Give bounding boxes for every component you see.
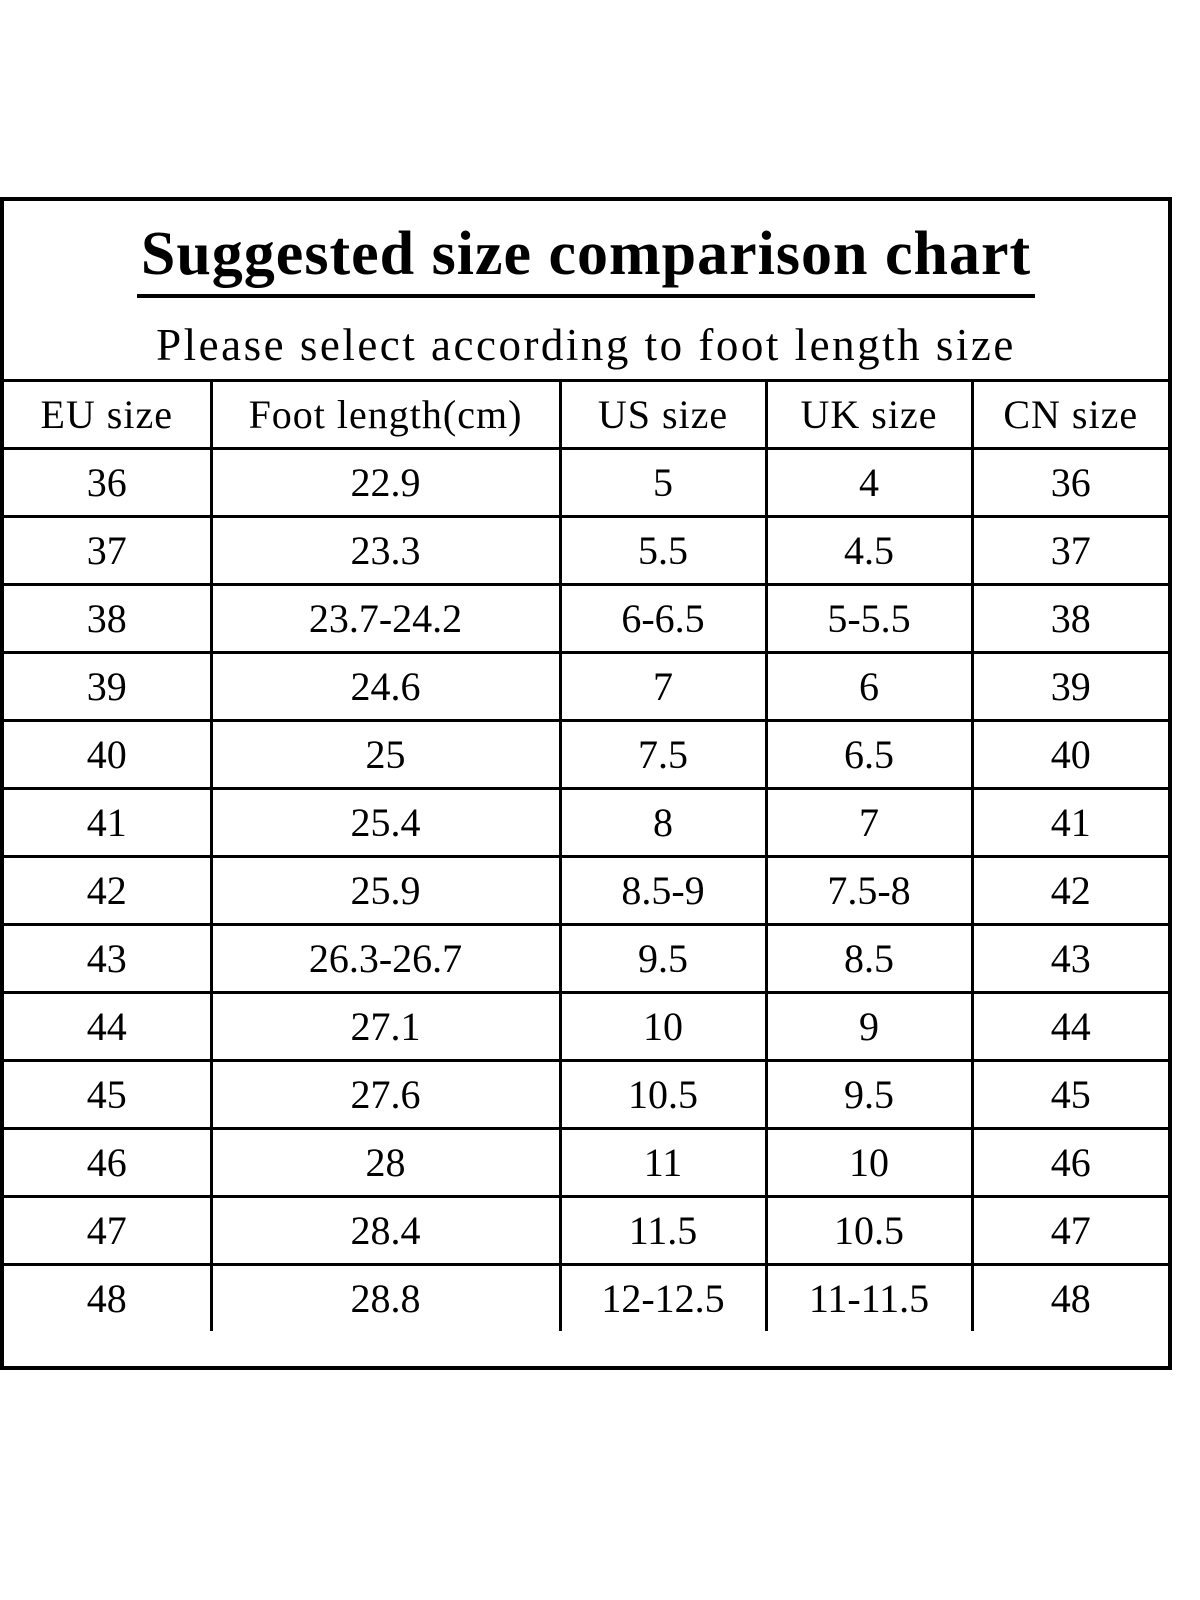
cell-us-size: 10.5 xyxy=(558,1059,768,1130)
cell-us-size: 12-12.5 xyxy=(558,1263,768,1331)
cell-cn-size: 46 xyxy=(970,1127,1168,1198)
cell-us-size: 10 xyxy=(558,991,768,1062)
cell-uk-size: 7 xyxy=(764,787,974,858)
cell-eu-size: 48 xyxy=(4,1263,213,1331)
cell-eu-size: 47 xyxy=(4,1195,213,1266)
header-uk-size: UK size xyxy=(764,382,974,449)
subtitle: Please select according to foot length s… xyxy=(156,320,1016,370)
cell-cn-size: 37 xyxy=(970,515,1168,586)
header-us-size: US size xyxy=(558,382,768,449)
cell-eu-size: 41 xyxy=(4,787,213,858)
cell-eu-size: 40 xyxy=(4,719,213,790)
cell-cn-size: 45 xyxy=(970,1059,1168,1130)
table-row: 37 23.3 5.5 4.5 37 xyxy=(4,515,1168,586)
cell-foot-length: 25.4 xyxy=(209,787,562,858)
header-cn-size: CN size xyxy=(970,382,1168,449)
cell-cn-size: 41 xyxy=(970,787,1168,858)
table-row: 39 24.6 7 6 39 xyxy=(4,651,1168,722)
cell-foot-length: 22.9 xyxy=(209,447,562,518)
cell-uk-size: 6 xyxy=(764,651,974,722)
cell-eu-size: 39 xyxy=(4,651,213,722)
cell-cn-size: 43 xyxy=(970,923,1168,994)
cell-us-size: 7.5 xyxy=(558,719,768,790)
cell-cn-size: 42 xyxy=(970,855,1168,926)
cell-foot-length: 28.8 xyxy=(209,1263,562,1331)
cell-cn-size: 36 xyxy=(970,447,1168,518)
table-row: 40 25 7.5 6.5 40 xyxy=(4,719,1168,790)
cell-cn-size: 44 xyxy=(970,991,1168,1062)
table-row: 43 26.3-26.7 9.5 8.5 43 xyxy=(4,923,1168,994)
size-chart: Suggested size comparison chart Please s… xyxy=(0,197,1172,1370)
cell-cn-size: 40 xyxy=(970,719,1168,790)
cell-foot-length: 27.6 xyxy=(209,1059,562,1130)
table-row: 42 25.9 8.5-9 7.5-8 42 xyxy=(4,855,1168,926)
cell-uk-size: 11-11.5 xyxy=(764,1263,974,1331)
table-row: 46 28 11 10 46 xyxy=(4,1127,1168,1198)
cell-uk-size: 6.5 xyxy=(764,719,974,790)
cell-uk-size: 5-5.5 xyxy=(764,583,974,654)
cell-foot-length: 23.3 xyxy=(209,515,562,586)
cell-cn-size: 38 xyxy=(970,583,1168,654)
cell-uk-size: 4.5 xyxy=(764,515,974,586)
cell-uk-size: 7.5-8 xyxy=(764,855,974,926)
cell-eu-size: 46 xyxy=(4,1127,213,1198)
cell-foot-length: 28.4 xyxy=(209,1195,562,1266)
cell-us-size: 6-6.5 xyxy=(558,583,768,654)
cell-uk-size: 10.5 xyxy=(764,1195,974,1266)
size-table: EU size Foot length(cm) US size UK size … xyxy=(4,382,1168,1331)
cell-cn-size: 47 xyxy=(970,1195,1168,1266)
cell-foot-length: 25 xyxy=(209,719,562,790)
table-row: 41 25.4 8 7 41 xyxy=(4,787,1168,858)
cell-foot-length: 23.7-24.2 xyxy=(209,583,562,654)
cell-us-size: 5.5 xyxy=(558,515,768,586)
table-row: 45 27.6 10.5 9.5 45 xyxy=(4,1059,1168,1130)
header-eu-size: EU size xyxy=(4,382,213,449)
cell-us-size: 8.5-9 xyxy=(558,855,768,926)
title-area: Suggested size comparison chart Please s… xyxy=(4,201,1168,382)
table-row: 44 27.1 10 9 44 xyxy=(4,991,1168,1062)
cell-eu-size: 37 xyxy=(4,515,213,586)
table-row: 36 22.9 5 4 36 xyxy=(4,447,1168,518)
cell-foot-length: 24.6 xyxy=(209,651,562,722)
cell-eu-size: 45 xyxy=(4,1059,213,1130)
page-title: Suggested size comparison chart xyxy=(4,219,1168,298)
cell-us-size: 5 xyxy=(558,447,768,518)
table-row: 47 28.4 11.5 10.5 47 xyxy=(4,1195,1168,1266)
cell-uk-size: 9 xyxy=(764,991,974,1062)
cell-uk-size: 9.5 xyxy=(764,1059,974,1130)
cell-eu-size: 44 xyxy=(4,991,213,1062)
table-row: 48 28.8 12-12.5 11-11.5 48 xyxy=(4,1263,1168,1331)
cell-uk-size: 10 xyxy=(764,1127,974,1198)
cell-eu-size: 43 xyxy=(4,923,213,994)
cell-cn-size: 39 xyxy=(970,651,1168,722)
cell-us-size: 7 xyxy=(558,651,768,722)
cell-foot-length: 27.1 xyxy=(209,991,562,1062)
cell-eu-size: 42 xyxy=(4,855,213,926)
cell-uk-size: 4 xyxy=(764,447,974,518)
table-row: 38 23.7-24.2 6-6.5 5-5.5 38 xyxy=(4,583,1168,654)
header-foot-length: Foot length(cm) xyxy=(209,382,562,449)
cell-us-size: 11.5 xyxy=(558,1195,768,1266)
cell-us-size: 9.5 xyxy=(558,923,768,994)
cell-foot-length: 25.9 xyxy=(209,855,562,926)
cell-us-size: 11 xyxy=(558,1127,768,1198)
cell-us-size: 8 xyxy=(558,787,768,858)
cell-uk-size: 8.5 xyxy=(764,923,974,994)
cell-eu-size: 36 xyxy=(4,447,213,518)
cell-eu-size: 38 xyxy=(4,583,213,654)
cell-cn-size: 48 xyxy=(970,1263,1168,1331)
header-row: EU size Foot length(cm) US size UK size … xyxy=(4,382,1168,449)
cell-foot-length: 28 xyxy=(209,1127,562,1198)
cell-foot-length: 26.3-26.7 xyxy=(209,923,562,994)
